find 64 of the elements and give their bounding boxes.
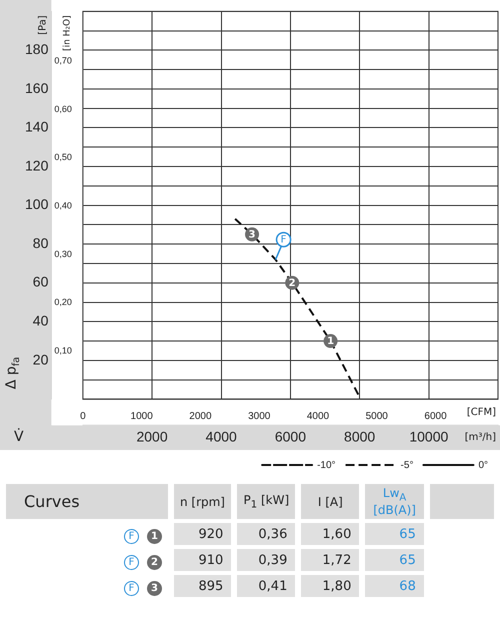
text: F <box>124 581 139 596</box>
data-label: 895 <box>174 575 232 598</box>
series-label: 2 <box>146 555 162 570</box>
text: [Pa] <box>37 15 48 35</box>
y-tick-label: 120 <box>25 157 49 174</box>
data-label: 1,80 <box>301 575 360 598</box>
x2-tick-label: 2000 <box>189 410 212 422</box>
category-label: n [rpm] <box>174 484 232 520</box>
annotation: F <box>280 234 287 246</box>
y-axis-title: Δ pfa <box>4 356 22 390</box>
y-tick-label: 40 <box>32 312 49 328</box>
series-label: 1 <box>250 499 258 510</box>
data-label: 1,72 <box>301 549 360 572</box>
x-tick-label: 2000 <box>136 428 168 444</box>
series-label: 3 <box>146 581 162 596</box>
legend-label: -5° <box>400 460 414 471</box>
legend-label: -10° <box>317 460 336 471</box>
text: Curves <box>6 484 168 520</box>
y-tick-label: 100 <box>25 196 49 212</box>
x-axis-title: V̇ <box>14 428 24 446</box>
x2-tick-label: 3000 <box>248 410 271 422</box>
y-tick-label: 80 <box>32 234 49 251</box>
data-label: 65 <box>365 549 424 572</box>
x2-tick-label: 1000 <box>130 410 154 422</box>
y-tick-label: 160 <box>25 80 49 96</box>
x2-tick-label: 6000 <box>424 410 448 422</box>
data-label: 0,36 <box>237 523 296 546</box>
data-label: 0,39 <box>237 549 296 572</box>
x-tick-label: 8000 <box>344 428 376 444</box>
category-label: Lw$_{A}$ [dB(A)] <box>365 484 424 520</box>
data-label: 910 <box>174 549 232 572</box>
x2-tick-label: 4000 <box>306 410 330 422</box>
annotation: 1 <box>327 336 334 348</box>
data-label: 920 <box>174 523 232 546</box>
x2-tick-label: 0 <box>80 410 86 422</box>
y-tick-label: 140 <box>25 118 49 135</box>
text: 1 <box>150 531 158 542</box>
x-tick-label: 6000 <box>274 428 306 444</box>
text: F <box>124 555 139 570</box>
y2-axis-title: [in H₂O] <box>62 15 72 51</box>
y2-tick-label: 0,50 <box>54 152 72 162</box>
y2-tick-label: 0,10 <box>54 345 72 356</box>
x2-axis-title: [CFM] <box>466 406 496 418</box>
data-label: 1,60 <box>301 523 360 546</box>
x-tick-label: 10000 <box>409 428 448 444</box>
legend-label: 0° <box>478 460 488 471</box>
annotation: 3 <box>248 229 256 240</box>
y-tick-label: 20 <box>32 351 49 368</box>
x2-tick-label: 5000 <box>366 410 388 422</box>
category-label: I [A] <box>301 484 360 520</box>
y-tick-label: 180 <box>25 41 49 58</box>
annotation: 2 <box>288 278 296 289</box>
x-tick-label: 4000 <box>206 428 238 444</box>
text: [m³/h] <box>464 432 496 444</box>
y-tick-label: 60 <box>32 274 49 290</box>
text: F <box>124 529 139 544</box>
data-label: 68 <box>365 575 424 598</box>
data-label: 0,41 <box>237 575 296 598</box>
y2-tick-label: 0,20 <box>54 297 72 308</box>
y2-tick-label: 0,60 <box>54 104 72 114</box>
y2-tick-label: 0,30 <box>54 248 72 259</box>
y2-tick-label: 0,70 <box>54 56 72 66</box>
y2-tick-label: 0,40 <box>54 200 72 211</box>
data-label: 65 <box>365 523 424 546</box>
